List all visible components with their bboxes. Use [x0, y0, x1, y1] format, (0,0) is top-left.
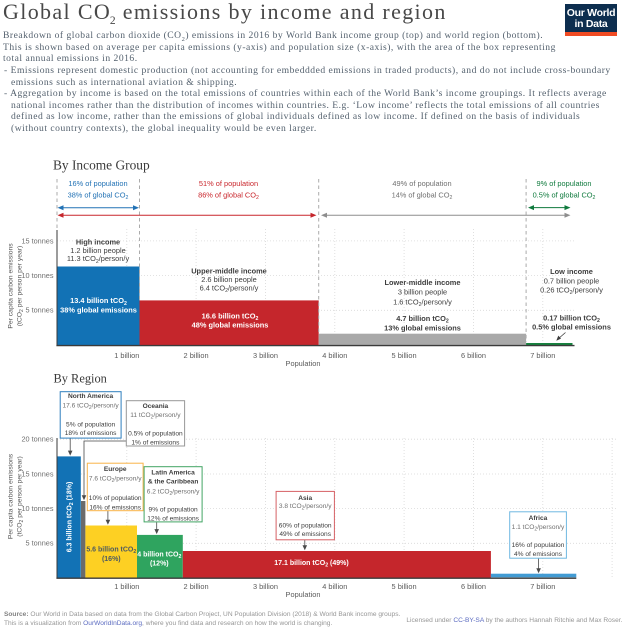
svg-text:20 tonnes: 20 tonnes: [21, 435, 53, 444]
svg-text:Africa: Africa: [529, 515, 548, 522]
svg-text:2.6 billion people: 2.6 billion people: [201, 275, 256, 284]
svg-text:1 billion: 1 billion: [114, 351, 139, 360]
svg-text:0.5% global emissions: 0.5% global emissions: [532, 323, 611, 332]
svg-text:Lower-middle income: Lower-middle income: [385, 278, 461, 287]
svg-text:1.1 tCO2/person/y: 1.1 tCO2/person/y: [512, 524, 565, 533]
svg-text:6.4 tCO2/person/y: 6.4 tCO2/person/y: [200, 283, 259, 294]
svg-text:5 tonnes: 5 tonnes: [26, 539, 54, 548]
svg-text:0.17 billion tCO2: 0.17 billion tCO2: [543, 313, 600, 324]
svg-text:Upper-middle income: Upper-middle income: [191, 266, 267, 275]
svg-text:High income: High income: [76, 237, 120, 246]
svg-text:2 billion: 2 billion: [184, 351, 209, 360]
svg-text:14% of global CO2: 14% of global CO2: [392, 191, 453, 202]
svg-text:11.3 tCO2/person/y: 11.3 tCO2/person/y: [67, 254, 130, 265]
svg-text:7.6 tCO2/person/y: 7.6 tCO2/person/y: [89, 475, 142, 484]
svg-text:13.4 billion tCO2: 13.4 billion tCO2: [70, 296, 127, 307]
svg-text:0.5% of global CO2: 0.5% of global CO2: [533, 191, 596, 202]
svg-text:1 billion: 1 billion: [114, 582, 139, 591]
svg-text:16% of population: 16% of population: [68, 179, 127, 188]
svg-text:6 billion: 6 billion: [461, 582, 486, 591]
svg-text:3 billion: 3 billion: [253, 582, 278, 591]
svg-text:6 billion: 6 billion: [461, 351, 486, 360]
svg-text:4.7 billion tCO2: 4.7 billion tCO2: [396, 314, 449, 325]
svg-text:Europe: Europe: [104, 466, 127, 473]
svg-text:9% of population: 9% of population: [536, 179, 591, 188]
svg-text:16.6 billion tCO2: 16.6 billion tCO2: [202, 311, 259, 322]
svg-text:10 tonnes: 10 tonnes: [21, 504, 53, 513]
svg-text:7 billion: 7 billion: [530, 351, 555, 360]
svg-text:13% global emissions: 13% global emissions: [384, 323, 461, 332]
svg-text:(12%): (12%): [150, 560, 169, 567]
svg-text:86% of global CO2: 86% of global CO2: [198, 191, 259, 202]
svg-text:60% of population: 60% of population: [279, 523, 332, 530]
svg-text:& the Caribbean: & the Caribbean: [148, 478, 199, 485]
svg-text:15 tonnes: 15 tonnes: [21, 469, 53, 478]
svg-text:4 billion: 4 billion: [322, 351, 347, 360]
svg-text:Low income: Low income: [550, 267, 593, 276]
svg-text:16% of emissions: 16% of emissions: [89, 504, 141, 511]
svg-text:7 billion: 7 billion: [530, 582, 555, 591]
svg-text:North America: North America: [68, 393, 114, 400]
svg-text:By Income Group: By Income Group: [53, 158, 150, 173]
svg-text:0.5% of population: 0.5% of population: [128, 430, 183, 437]
svg-text:5.6 billion tCO2: 5.6 billion tCO2: [86, 546, 136, 555]
svg-text:(tCO2 per person per year): (tCO2 per person per year): [17, 246, 25, 327]
svg-text:1.6 tCO2/person/y: 1.6 tCO2/person/y: [393, 297, 452, 308]
svg-text:6.3 billion tCO2 (18%): 6.3 billion tCO2 (18%): [66, 482, 75, 553]
svg-text:4 billion tCO2: 4 billion tCO2: [137, 552, 181, 561]
svg-text:Population: Population: [286, 590, 321, 599]
svg-text:Per capita carbon emissions: Per capita carbon emissions: [8, 453, 15, 539]
svg-text:48% global emissions: 48% global emissions: [192, 321, 269, 330]
svg-text:11 tCO2/person/y: 11 tCO2/person/y: [130, 412, 181, 421]
svg-text:17.6 tCO2/person/y: 17.6 tCO2/person/y: [62, 403, 119, 412]
svg-text:Latin America: Latin America: [151, 469, 195, 476]
svg-text:12% of emissions: 12% of emissions: [147, 515, 199, 522]
svg-text:38% of global CO2: 38% of global CO2: [68, 191, 129, 202]
svg-text:Per capita carbon emissions: Per capita carbon emissions: [8, 243, 15, 329]
svg-text:Oceania: Oceania: [143, 403, 169, 410]
svg-text:6.2 tCO2/person/y: 6.2 tCO2/person/y: [147, 488, 200, 497]
svg-text:3 billion: 3 billion: [253, 351, 278, 360]
svg-text:38% global emissions: 38% global emissions: [60, 305, 137, 314]
svg-text:5 billion: 5 billion: [392, 351, 417, 360]
svg-text:3 billion people: 3 billion people: [398, 288, 447, 297]
svg-text:17.1 billion tCO2 (49%): 17.1 billion tCO2 (49%): [274, 560, 348, 569]
svg-text:51% of population: 51% of population: [199, 179, 258, 188]
svg-text:5% of population: 5% of population: [66, 421, 115, 428]
svg-text:16% of population: 16% of population: [512, 542, 565, 549]
svg-text:1.2 billion people: 1.2 billion people: [70, 246, 125, 255]
svg-text:0.26 tCO2/person/y: 0.26 tCO2/person/y: [540, 285, 603, 296]
svg-text:18% of emissions: 18% of emissions: [65, 430, 117, 437]
svg-text:10% of population: 10% of population: [89, 495, 142, 502]
svg-text:Population: Population: [286, 359, 321, 368]
svg-text:(16%): (16%): [102, 556, 121, 563]
svg-text:2 billion: 2 billion: [184, 582, 209, 591]
svg-text:49% of emissions: 49% of emissions: [279, 531, 331, 538]
svg-text:49% of population: 49% of population: [392, 179, 451, 188]
svg-text:3.8 tCO2/person/y: 3.8 tCO2/person/y: [279, 503, 332, 512]
svg-text:1% of emissions: 1% of emissions: [131, 439, 180, 446]
svg-text:9% of population: 9% of population: [149, 506, 198, 513]
svg-text:Asia: Asia: [298, 495, 312, 502]
svg-text:10 tonnes: 10 tonnes: [21, 271, 53, 280]
svg-text:5 tonnes: 5 tonnes: [26, 306, 54, 315]
svg-text:15 tonnes: 15 tonnes: [21, 236, 53, 245]
svg-text:4 billion: 4 billion: [322, 582, 347, 591]
svg-text:0.7 billion people: 0.7 billion people: [544, 277, 599, 286]
svg-text:4% of emissions: 4% of emissions: [514, 551, 563, 558]
svg-text:5 billion: 5 billion: [392, 582, 417, 591]
svg-text:(tCO2 per person per year): (tCO2 per person per year): [17, 456, 25, 537]
svg-text:By Region: By Region: [54, 372, 107, 386]
